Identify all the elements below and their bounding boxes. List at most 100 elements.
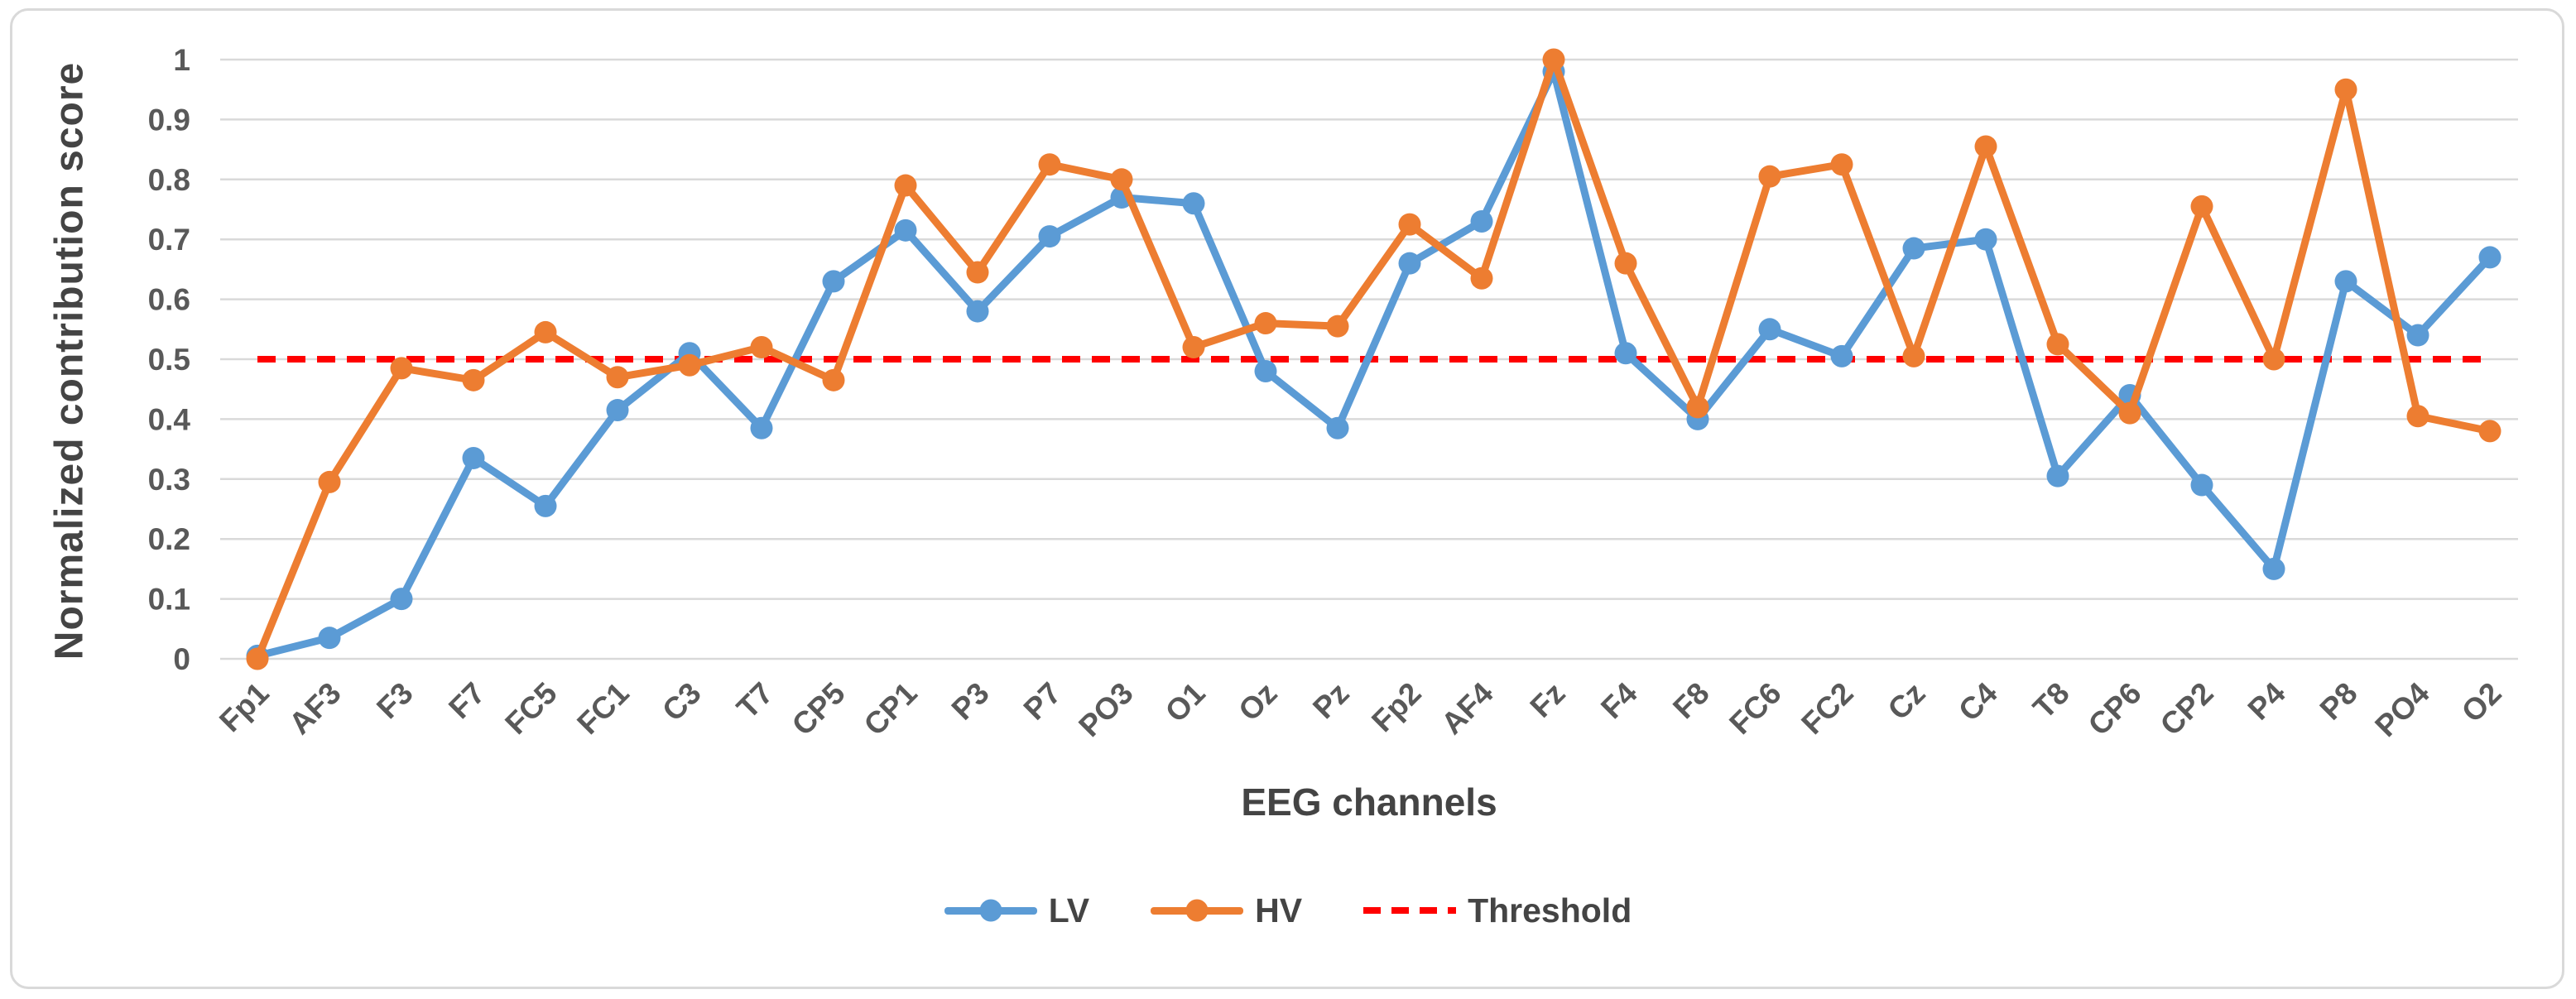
y-tick-label: 0.5 [148, 343, 190, 377]
x-tick-label: F7 [442, 676, 492, 726]
lv-point-O2 [2478, 246, 2502, 269]
hv-point-CP5 [822, 368, 845, 391]
hv-point-F3 [390, 357, 413, 380]
x-tick-label: CP6 [2082, 676, 2148, 742]
hv-point-Oz [1254, 312, 1277, 335]
hv-line [253, 55, 2494, 663]
x-tick-label: F4 [1594, 675, 1644, 725]
x-tick-label: FC2 [1795, 676, 1859, 741]
hv-point-FC1 [606, 366, 629, 389]
hv-point-O2 [2478, 420, 2502, 443]
x-tick-label: AF3 [282, 676, 347, 741]
threshold-dash-swatch [1363, 907, 1457, 914]
x-tick-label: Oz [1232, 676, 1283, 728]
hv-point-FC2 [1830, 153, 1853, 176]
x-tick-label: P4 [2242, 675, 2292, 726]
hv-point-Fp2 [1398, 213, 1421, 236]
hv-point-CP2 [2190, 195, 2213, 218]
y-tick-label: 0.4 [148, 402, 191, 436]
hv-point-Fp1 [246, 647, 269, 670]
x-tick-label: Pz [1306, 676, 1356, 726]
lv-point-Pz [1326, 416, 1349, 439]
lv-point-P3 [966, 300, 989, 323]
x-tick-label: Cz [1882, 676, 1932, 727]
lv-point-T8 [2046, 464, 2069, 487]
lv-line [253, 67, 2494, 660]
y-tick-label: 0.8 [148, 163, 190, 197]
lv-point-P8 [2334, 270, 2357, 293]
hv-point-Cz [1902, 344, 1925, 367]
x-tick-label: Fz [1524, 676, 1572, 724]
lv-point-PO4 [2406, 324, 2429, 347]
x-tick-label: Fp1 [213, 676, 276, 739]
lv-point-F4 [1614, 342, 1637, 365]
x-tick-label: FC5 [498, 676, 563, 741]
hv-line-marker-swatch [1151, 906, 1244, 915]
x-tick-label: FC1 [570, 676, 635, 741]
hv-point-FC5 [534, 320, 557, 343]
hv-point-AF4 [1470, 267, 1493, 290]
lv-point-Oz [1254, 359, 1277, 382]
x-tick-label: O2 [2455, 676, 2508, 729]
lv-point-AF4 [1470, 209, 1493, 233]
hv-point-Pz [1326, 315, 1349, 338]
hv-point-Fz [1542, 48, 1565, 71]
hv-point-AF3 [318, 470, 341, 493]
lv-point-AF3 [318, 627, 341, 650]
x-tick-label: CP2 [2154, 676, 2220, 742]
hv-point-F8 [1686, 396, 1709, 419]
lv-point-F7 [462, 446, 485, 469]
x-tick-label: P7 [1017, 676, 1068, 727]
hv-point-T8 [2046, 333, 2069, 356]
legend-label-hv: HV [1255, 891, 1303, 929]
x-axis-title: EEG channels [1241, 780, 1497, 824]
lv-point-T7 [750, 416, 773, 439]
hv-point-F4 [1614, 252, 1637, 275]
hv-point-FC6 [1758, 165, 1781, 188]
hv-point-P4 [2262, 348, 2285, 371]
x-tick-label: P3 [945, 676, 996, 727]
hv-point-P3 [966, 261, 989, 284]
legend-item-threshold: Threshold [1363, 891, 1632, 930]
lv-point-CP5 [822, 270, 845, 293]
x-tick-label: PO3 [1072, 676, 1139, 743]
hv-point-C4 [1974, 135, 1997, 158]
hv-point-F7 [462, 368, 485, 391]
lv-point-C4 [1974, 228, 1997, 251]
x-tick-label: P8 [2314, 676, 2364, 727]
lv-point-Cz [1902, 237, 1925, 260]
legend-item-lv: LV [944, 891, 1089, 930]
x-tick-label: PO4 [2368, 675, 2436, 743]
lv-point-CP1 [894, 219, 917, 242]
lv-point-P4 [2262, 557, 2285, 580]
lv-point-FC1 [606, 399, 629, 422]
hv-point-P8 [2334, 78, 2357, 101]
hv-point-PO4 [2406, 405, 2429, 428]
hv-point-P7 [1038, 153, 1061, 176]
y-tick-label: 0.9 [148, 103, 190, 137]
x-tick-label: F3 [370, 676, 420, 726]
hv-point-O1 [1182, 336, 1205, 359]
y-axis-title: Normalized contribution score [47, 61, 92, 660]
x-tick-label: T7 [730, 676, 780, 726]
x-tick-label: T8 [2026, 676, 2076, 726]
hv-point-CP6 [2118, 401, 2141, 425]
y-tick-label: 0 [173, 642, 190, 676]
legend: LV HV Threshold [0, 876, 2576, 945]
x-tick-label: Fp2 [1365, 676, 1428, 739]
legend-item-hv: HV [1151, 891, 1302, 930]
lv-point-O1 [1182, 192, 1205, 215]
legend-label-threshold: Threshold [1468, 891, 1632, 929]
y-tick-label: 0.3 [148, 463, 190, 497]
y-tick-label: 0.6 [148, 283, 190, 317]
lv-point-FC6 [1758, 318, 1781, 341]
x-tick-label: AF4 [1435, 675, 1500, 741]
x-tick-label: O1 [1159, 676, 1212, 729]
lv-point-F3 [390, 588, 413, 611]
lv-point-FC2 [1830, 344, 1853, 367]
hv-point-C3 [678, 353, 701, 377]
x-tick-label: F8 [1666, 676, 1716, 726]
lv-point-FC5 [534, 494, 557, 517]
y-tick-label: 1 [173, 43, 190, 77]
